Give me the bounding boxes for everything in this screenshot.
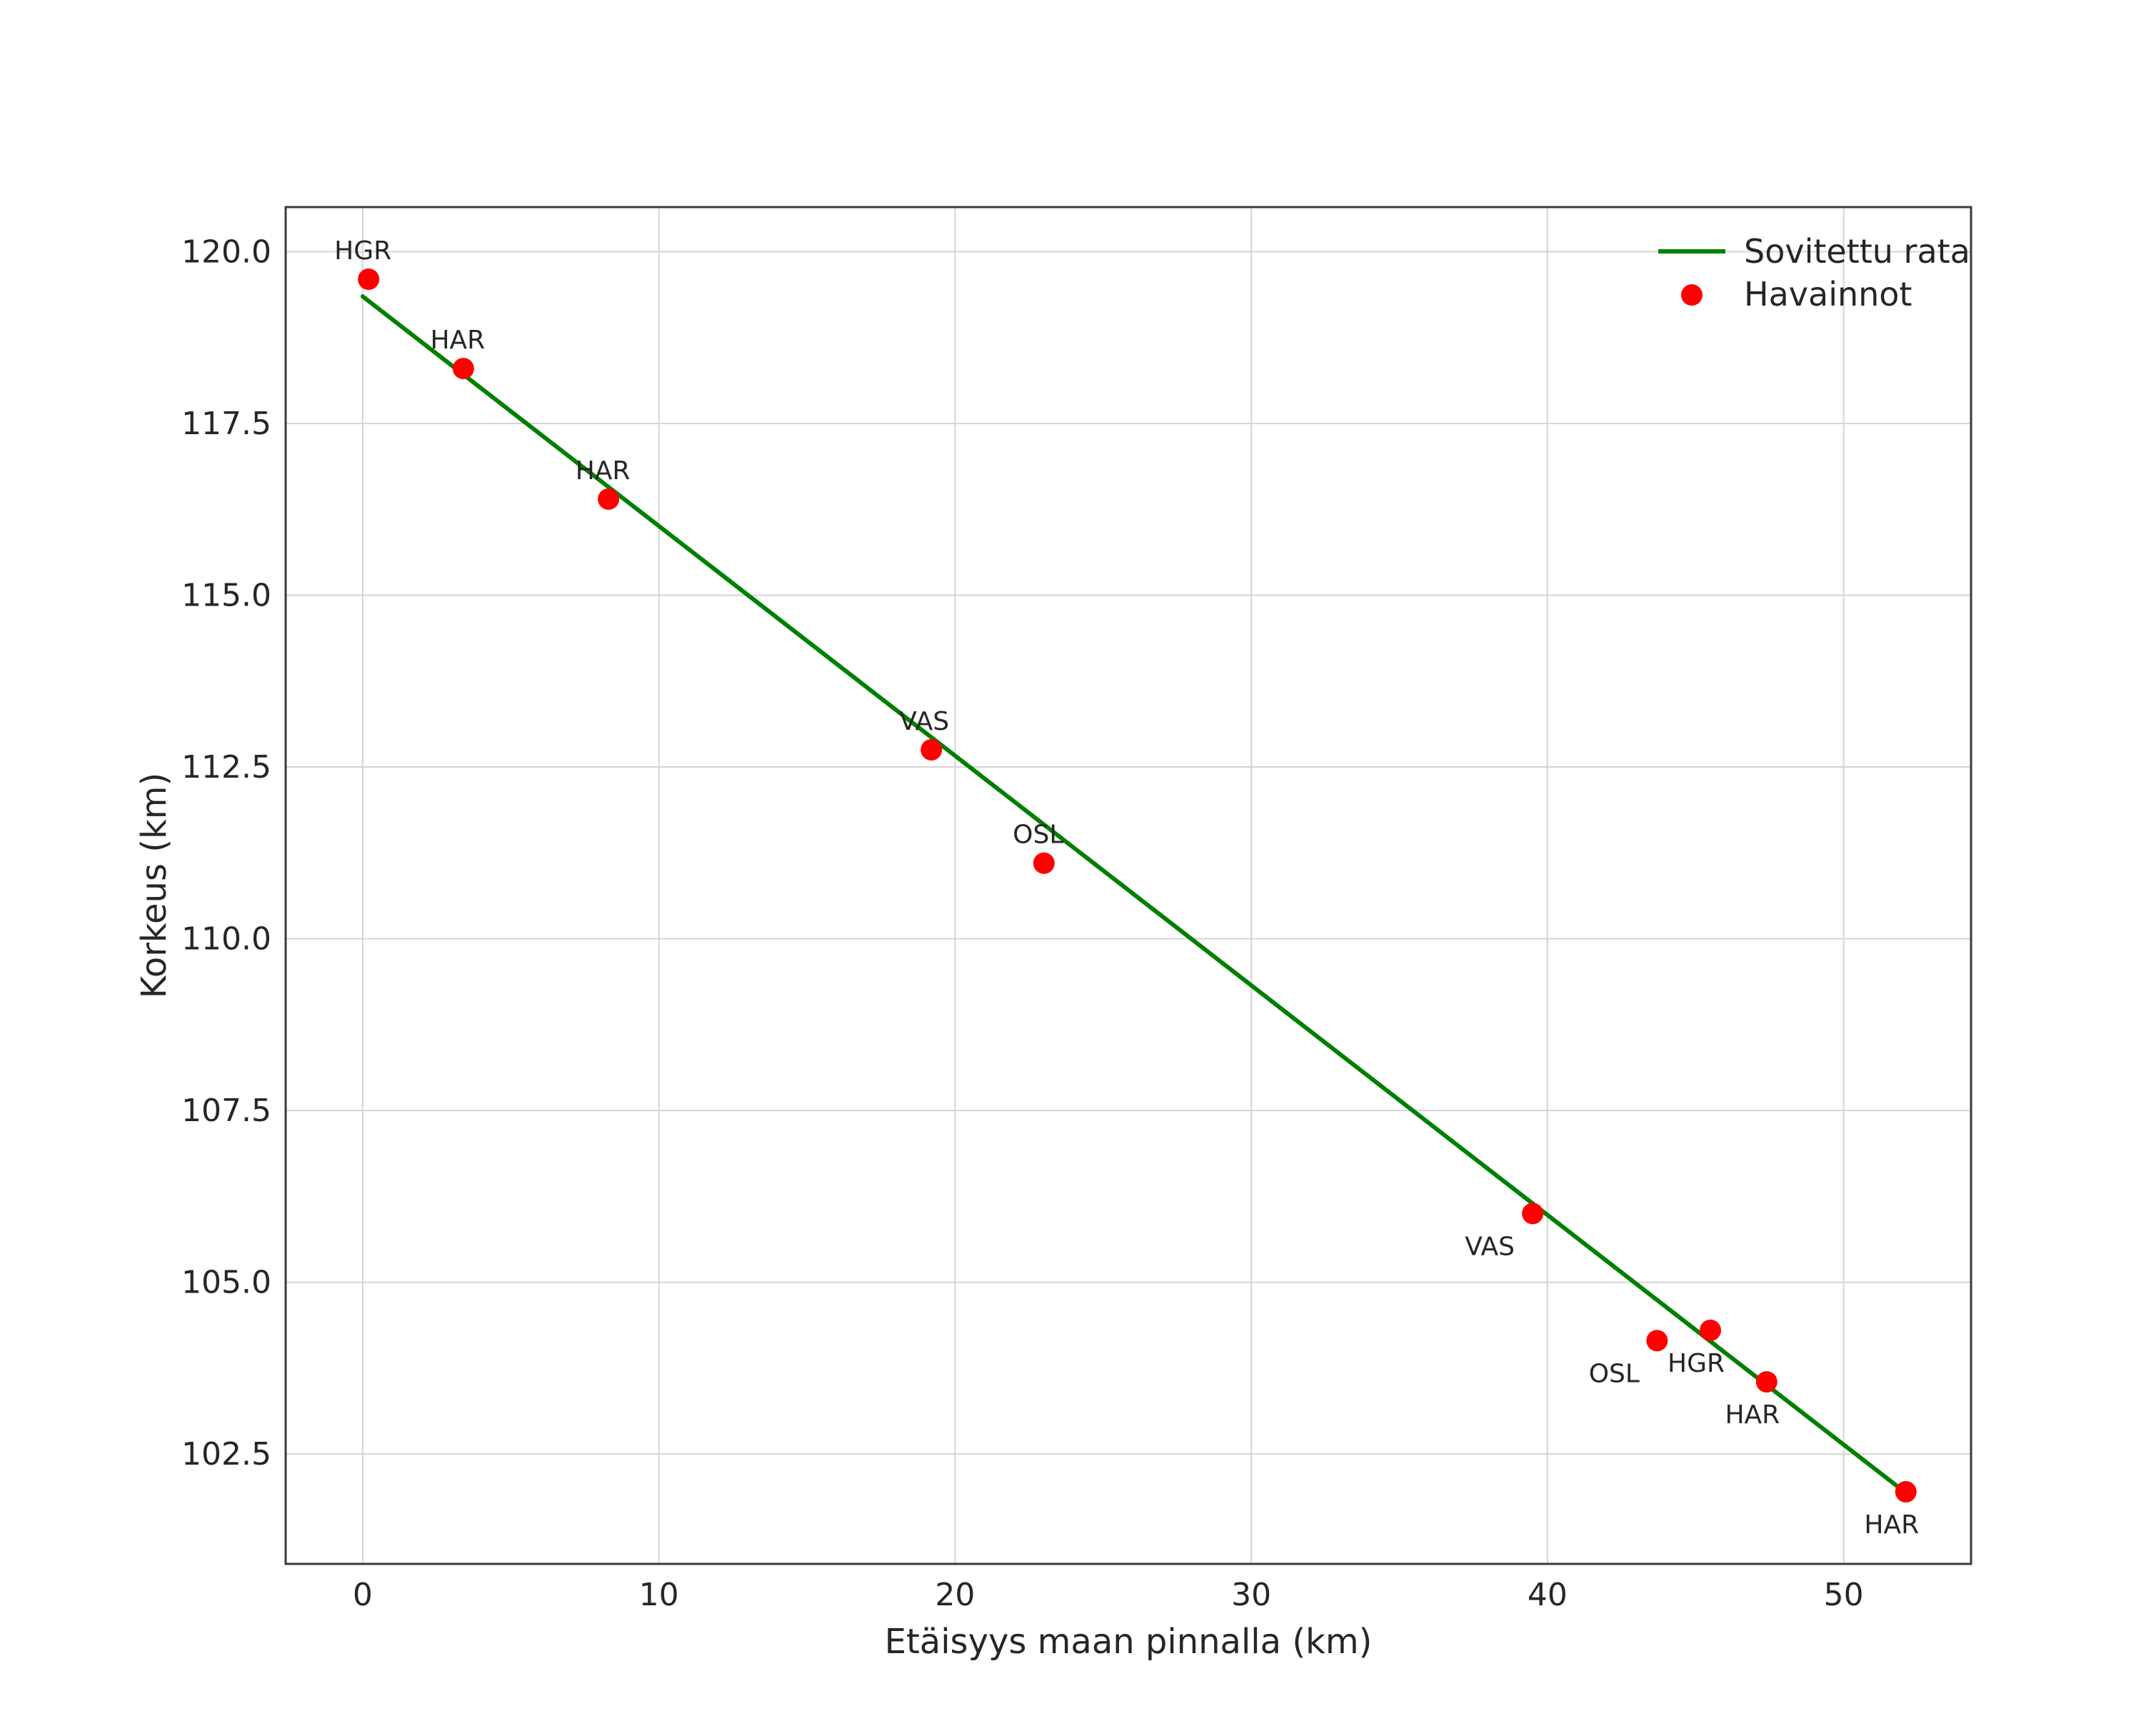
fit-line [360,294,1911,1497]
data-point [1646,1330,1668,1352]
y-tick-label: 105.0 [181,1265,271,1301]
data-point [358,269,380,291]
y-tick-label: 115.0 [181,578,271,614]
point-label: HGR [334,236,391,266]
data-point [921,739,943,761]
point-label: OSL [1013,821,1063,850]
y-tick-label: 112.5 [181,749,271,786]
x-tick-label: 40 [1528,1577,1568,1613]
y-tick-label: 102.5 [181,1436,271,1472]
point-label: HAR [1725,1400,1780,1430]
point-label: HAR [576,456,631,486]
grid-layer [286,207,1971,1564]
x-axis-label: Etäisyys maan pinnalla (km) [885,1622,1373,1662]
y-tick-label: 110.0 [181,921,271,958]
legend: Sovitettu rata Havainnot [1658,232,1970,313]
x-tick-label: 30 [1231,1577,1271,1613]
legend-label-observations: Havainnot [1744,275,1912,313]
point-label: HAR [430,326,485,355]
point-label: HGR [1668,1349,1725,1378]
point-label: HAR [1864,1510,1919,1540]
data-point [452,358,474,380]
plot-border [284,206,1972,1565]
y-axis-label: Korkeus (km) [134,773,174,999]
point-label: VAS [899,707,949,736]
y-tick-label: 107.5 [181,1093,271,1129]
x-tick-label: 10 [639,1577,679,1613]
tick-labels-layer: 0 10 20 30 40 50 102.5 105.0 107.5 110.0 112.5 115.… [181,206,1972,1613]
point-label: VAS [1465,1232,1515,1261]
y-tick-label: 120.0 [181,234,271,271]
legend-marker-swatch [1681,284,1703,306]
point-label: OSL [1589,1359,1640,1388]
data-point [1522,1203,1544,1225]
data-point [598,488,620,510]
plot-area [286,207,1971,1564]
x-tick-label: 0 [353,1577,373,1613]
x-tick-label: 20 [935,1577,975,1613]
data-point [1033,852,1055,874]
data-point [1755,1371,1778,1393]
x-tick-label: 50 [1824,1577,1864,1613]
data-point [1895,1480,1917,1502]
data-point [1700,1319,1722,1341]
y-tick-label: 117.5 [181,406,271,442]
legend-label-fit-line: Sovitettu rata [1744,232,1970,271]
